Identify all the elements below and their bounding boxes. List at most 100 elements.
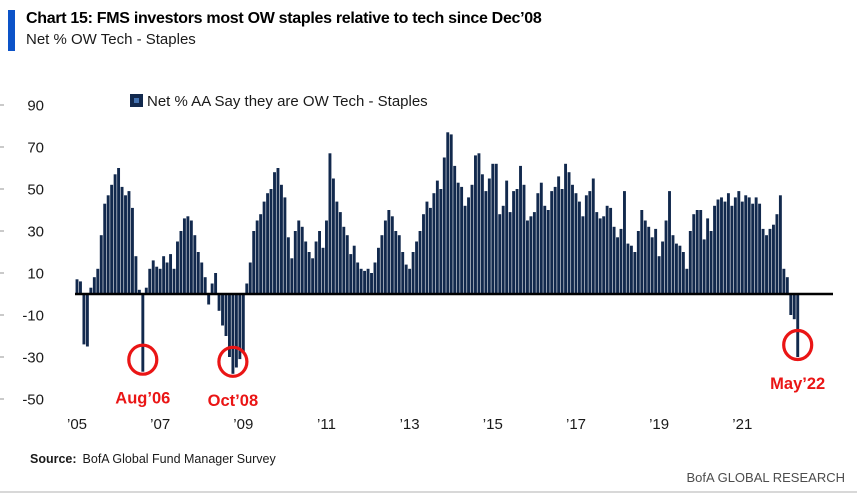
- x-axis-labels: ’05 ’07 ’09 ’11 ’13 ’15 ’17 ’19 ’21: [67, 416, 752, 433]
- bar: [273, 172, 276, 294]
- bar: [124, 195, 127, 294]
- bar: [501, 205, 505, 294]
- annotations: Aug’06 Oct’08 May’22: [115, 328, 825, 410]
- bar: [130, 207, 134, 294]
- bar: [571, 184, 574, 294]
- bar: [377, 247, 380, 294]
- bar: [148, 268, 152, 294]
- bar: [664, 220, 668, 294]
- bar: [435, 180, 439, 294]
- bar: [422, 214, 425, 294]
- bar: [491, 163, 495, 294]
- chart-title: Chart 15: FMS investors most OW staples …: [26, 10, 542, 27]
- bar: [137, 289, 141, 294]
- bar: [134, 256, 138, 294]
- annotation-label: Aug’06: [115, 390, 170, 408]
- bar: [785, 277, 789, 294]
- bar: [75, 279, 79, 294]
- y-tick-label: -50: [22, 392, 44, 409]
- bar: [245, 283, 249, 294]
- bar: [203, 277, 207, 294]
- x-tick-label: ’11: [317, 416, 336, 433]
- bar: [692, 214, 696, 294]
- bar: [373, 262, 377, 294]
- bar: [363, 270, 367, 294]
- bar: [550, 191, 554, 294]
- bar: [415, 241, 419, 294]
- bar: [553, 186, 557, 294]
- annotation-circle: [217, 345, 249, 378]
- bar: [508, 212, 512, 294]
- research-branding: BofA GLOBAL RESEARCH: [686, 470, 845, 485]
- bar: [238, 294, 242, 360]
- bar: [196, 252, 200, 294]
- bar: [255, 220, 259, 294]
- bar: [366, 268, 370, 294]
- bar: [248, 262, 252, 294]
- bar: [758, 203, 762, 294]
- bar: [543, 205, 547, 294]
- bar-chart: 90 70 50 30 10 -10 -30 -50 ’05 ’07 ’09 ’11 ’13 ’15 ’17…: [0, 93, 833, 433]
- bar: [796, 294, 800, 357]
- bar: [314, 241, 318, 294]
- bar: [765, 235, 768, 294]
- bar: [307, 252, 311, 294]
- bar: [82, 294, 86, 345]
- bar: [446, 132, 450, 294]
- bar: [588, 191, 592, 294]
- bar: [200, 262, 204, 294]
- bar: [453, 165, 457, 294]
- bar: [671, 235, 675, 294]
- bar: [768, 228, 772, 294]
- bar: [428, 207, 432, 294]
- y-tick-label: -10: [22, 308, 44, 325]
- bar: [713, 205, 717, 294]
- bar: [325, 220, 328, 294]
- bar: [480, 174, 484, 294]
- bar: [321, 247, 325, 294]
- bar: [695, 210, 699, 294]
- bar: [266, 193, 270, 294]
- bar: [162, 256, 166, 294]
- bar: [636, 231, 640, 294]
- bar: [744, 195, 748, 294]
- x-tick-label: ’13: [400, 416, 420, 433]
- bar: [706, 218, 710, 294]
- bar: [751, 203, 755, 294]
- bar: [456, 182, 460, 294]
- bar: [643, 220, 647, 294]
- bar: [740, 201, 744, 294]
- bar: [217, 294, 221, 311]
- x-tick-label: ’15: [483, 416, 503, 433]
- bar: [602, 216, 606, 294]
- bar: [311, 258, 315, 294]
- bar: [733, 197, 737, 294]
- bar: [539, 182, 543, 294]
- bar: [318, 231, 321, 294]
- y-tick-label: 70: [27, 140, 44, 157]
- bar: [702, 239, 706, 294]
- source-label: Source:: [30, 452, 77, 466]
- y-tick-label: 50: [27, 182, 44, 199]
- bar: [193, 235, 197, 294]
- bar: [629, 245, 633, 294]
- bar: [408, 268, 412, 294]
- bar: [581, 216, 585, 294]
- bar: [519, 165, 522, 294]
- bar: [252, 231, 256, 294]
- bar: [532, 212, 536, 294]
- x-tick-label: ’09: [233, 416, 253, 433]
- bar: [352, 245, 356, 294]
- bar: [401, 252, 405, 294]
- bar: [279, 184, 283, 294]
- bar: [560, 189, 564, 294]
- bar: [269, 189, 273, 294]
- bar: [699, 210, 703, 294]
- bar: [726, 193, 730, 294]
- bar: [778, 195, 782, 294]
- bar: [612, 226, 616, 294]
- bar: [761, 228, 765, 294]
- bar: [387, 210, 391, 294]
- bar: [293, 231, 297, 294]
- bar: [234, 294, 238, 368]
